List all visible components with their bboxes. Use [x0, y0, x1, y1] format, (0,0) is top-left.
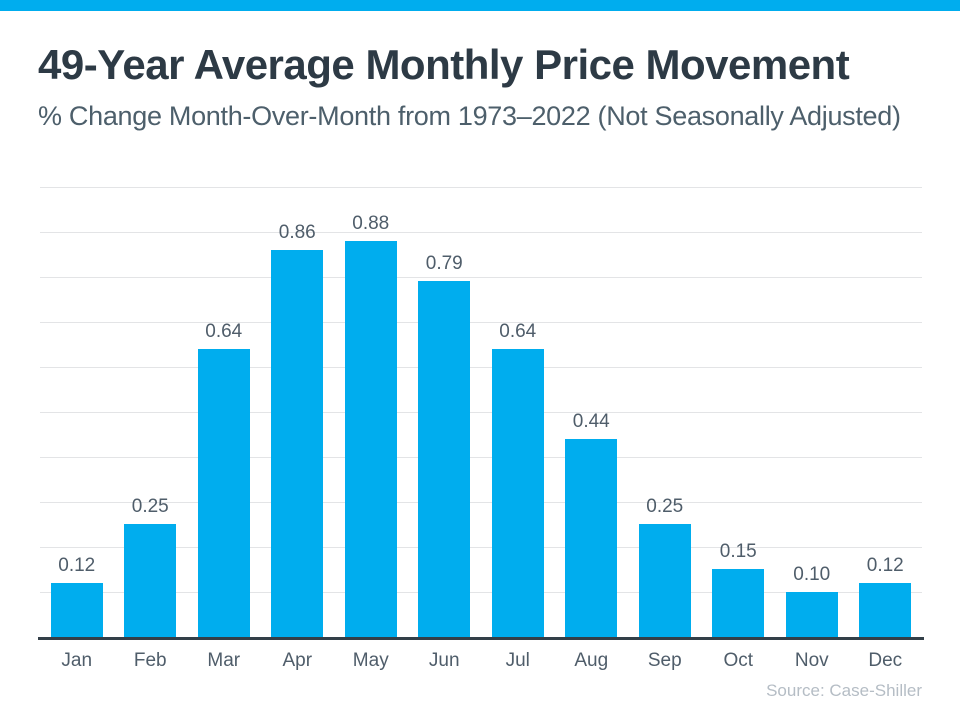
top-accent-bar [0, 0, 960, 11]
x-axis-label-feb: Feb [133, 650, 167, 671]
x-axis-label-jul: Jul [505, 650, 530, 671]
bar-sep [638, 524, 691, 637]
bar-column-may: 0.88 [344, 213, 397, 637]
gridline [40, 187, 922, 188]
gridline [40, 232, 922, 233]
x-axis-labels: Jan Feb Mar Apr May Jun Jul Aug Sep Oct Nov Dec [40, 650, 922, 672]
bar-chart: 0.12 0.25 0.64 0.86 0.88 0.79 0.64 0.44 0.25 0.15… [38, 187, 924, 671]
bar-value-label: 0.64 [499, 321, 537, 343]
bar-mar [197, 349, 250, 637]
x-axis-label-nov: Nov [794, 650, 829, 671]
bar-nov [785, 592, 838, 637]
gridline [40, 277, 922, 278]
bar-column-apr: 0.86 [271, 222, 324, 637]
gridline [40, 367, 922, 368]
gridlines [40, 187, 922, 637]
bar-apr [271, 250, 324, 637]
gridline [40, 322, 922, 323]
bar-value-label: 0.15 [719, 541, 757, 563]
bar-oct [712, 569, 765, 637]
source-note: Source: Case-Shiller [766, 681, 922, 700]
x-axis-label-apr: Apr [282, 650, 313, 671]
bar-value-label: 0.44 [572, 411, 610, 433]
bar-aug [565, 439, 618, 637]
bar-jun [418, 281, 471, 637]
bar-value-label: 0.64 [205, 321, 243, 343]
bar-value-label: 0.25 [646, 496, 684, 518]
bar-value-label: 0.12 [866, 555, 904, 577]
bar-value-label: 0.79 [425, 253, 463, 275]
bar-column-oct: 0.15 [712, 541, 765, 637]
x-axis-label-jun: Jun [428, 650, 460, 671]
x-axis-line [38, 637, 924, 640]
gridline [40, 502, 922, 503]
bar-column-nov: 0.10 [785, 564, 838, 637]
bar-value-label: 0.12 [58, 555, 96, 577]
bar-feb [124, 524, 177, 637]
bars-plot-area: 0.12 0.25 0.64 0.86 0.88 0.79 0.64 0.44 0.25 0.15… [40, 187, 922, 637]
bar-may [344, 241, 397, 637]
bar-column-jun: 0.79 [418, 253, 471, 637]
bar-column-mar: 0.64 [197, 321, 250, 637]
bar-dec [859, 583, 912, 637]
x-axis-label-dec: Dec [868, 650, 903, 671]
bar-value-label: 0.25 [131, 496, 169, 518]
bar-column-sep: 0.25 [638, 496, 691, 637]
gridline [40, 547, 922, 548]
x-axis-label-may: May [352, 650, 389, 671]
gridline [40, 412, 922, 413]
x-axis-label-aug: Aug [574, 650, 609, 671]
bar-jul [491, 349, 544, 637]
x-axis-label-sep: Sep [647, 650, 682, 671]
bar-column-dec: 0.12 [859, 555, 912, 637]
bar-column-jul: 0.64 [491, 321, 544, 637]
gridline [40, 457, 922, 458]
chart-title: 49-Year Average Monthly Price Movement [38, 41, 850, 88]
bar-value-label: 0.10 [793, 564, 831, 586]
bar-column-feb: 0.25 [124, 496, 177, 637]
bar-value-label: 0.86 [278, 222, 316, 244]
chart-subtitle: % Change Month-Over-Month from 1973–2022… [38, 101, 901, 131]
x-axis-label-oct: Oct [723, 650, 754, 671]
x-axis-label-mar: Mar [207, 650, 241, 671]
bar-jan [50, 583, 103, 637]
bar-column-aug: 0.44 [565, 411, 618, 637]
bar-value-label: 0.88 [352, 213, 390, 235]
x-axis-label-jan: Jan [61, 650, 93, 671]
bar-column-jan: 0.12 [50, 555, 103, 637]
gridline [40, 592, 922, 593]
